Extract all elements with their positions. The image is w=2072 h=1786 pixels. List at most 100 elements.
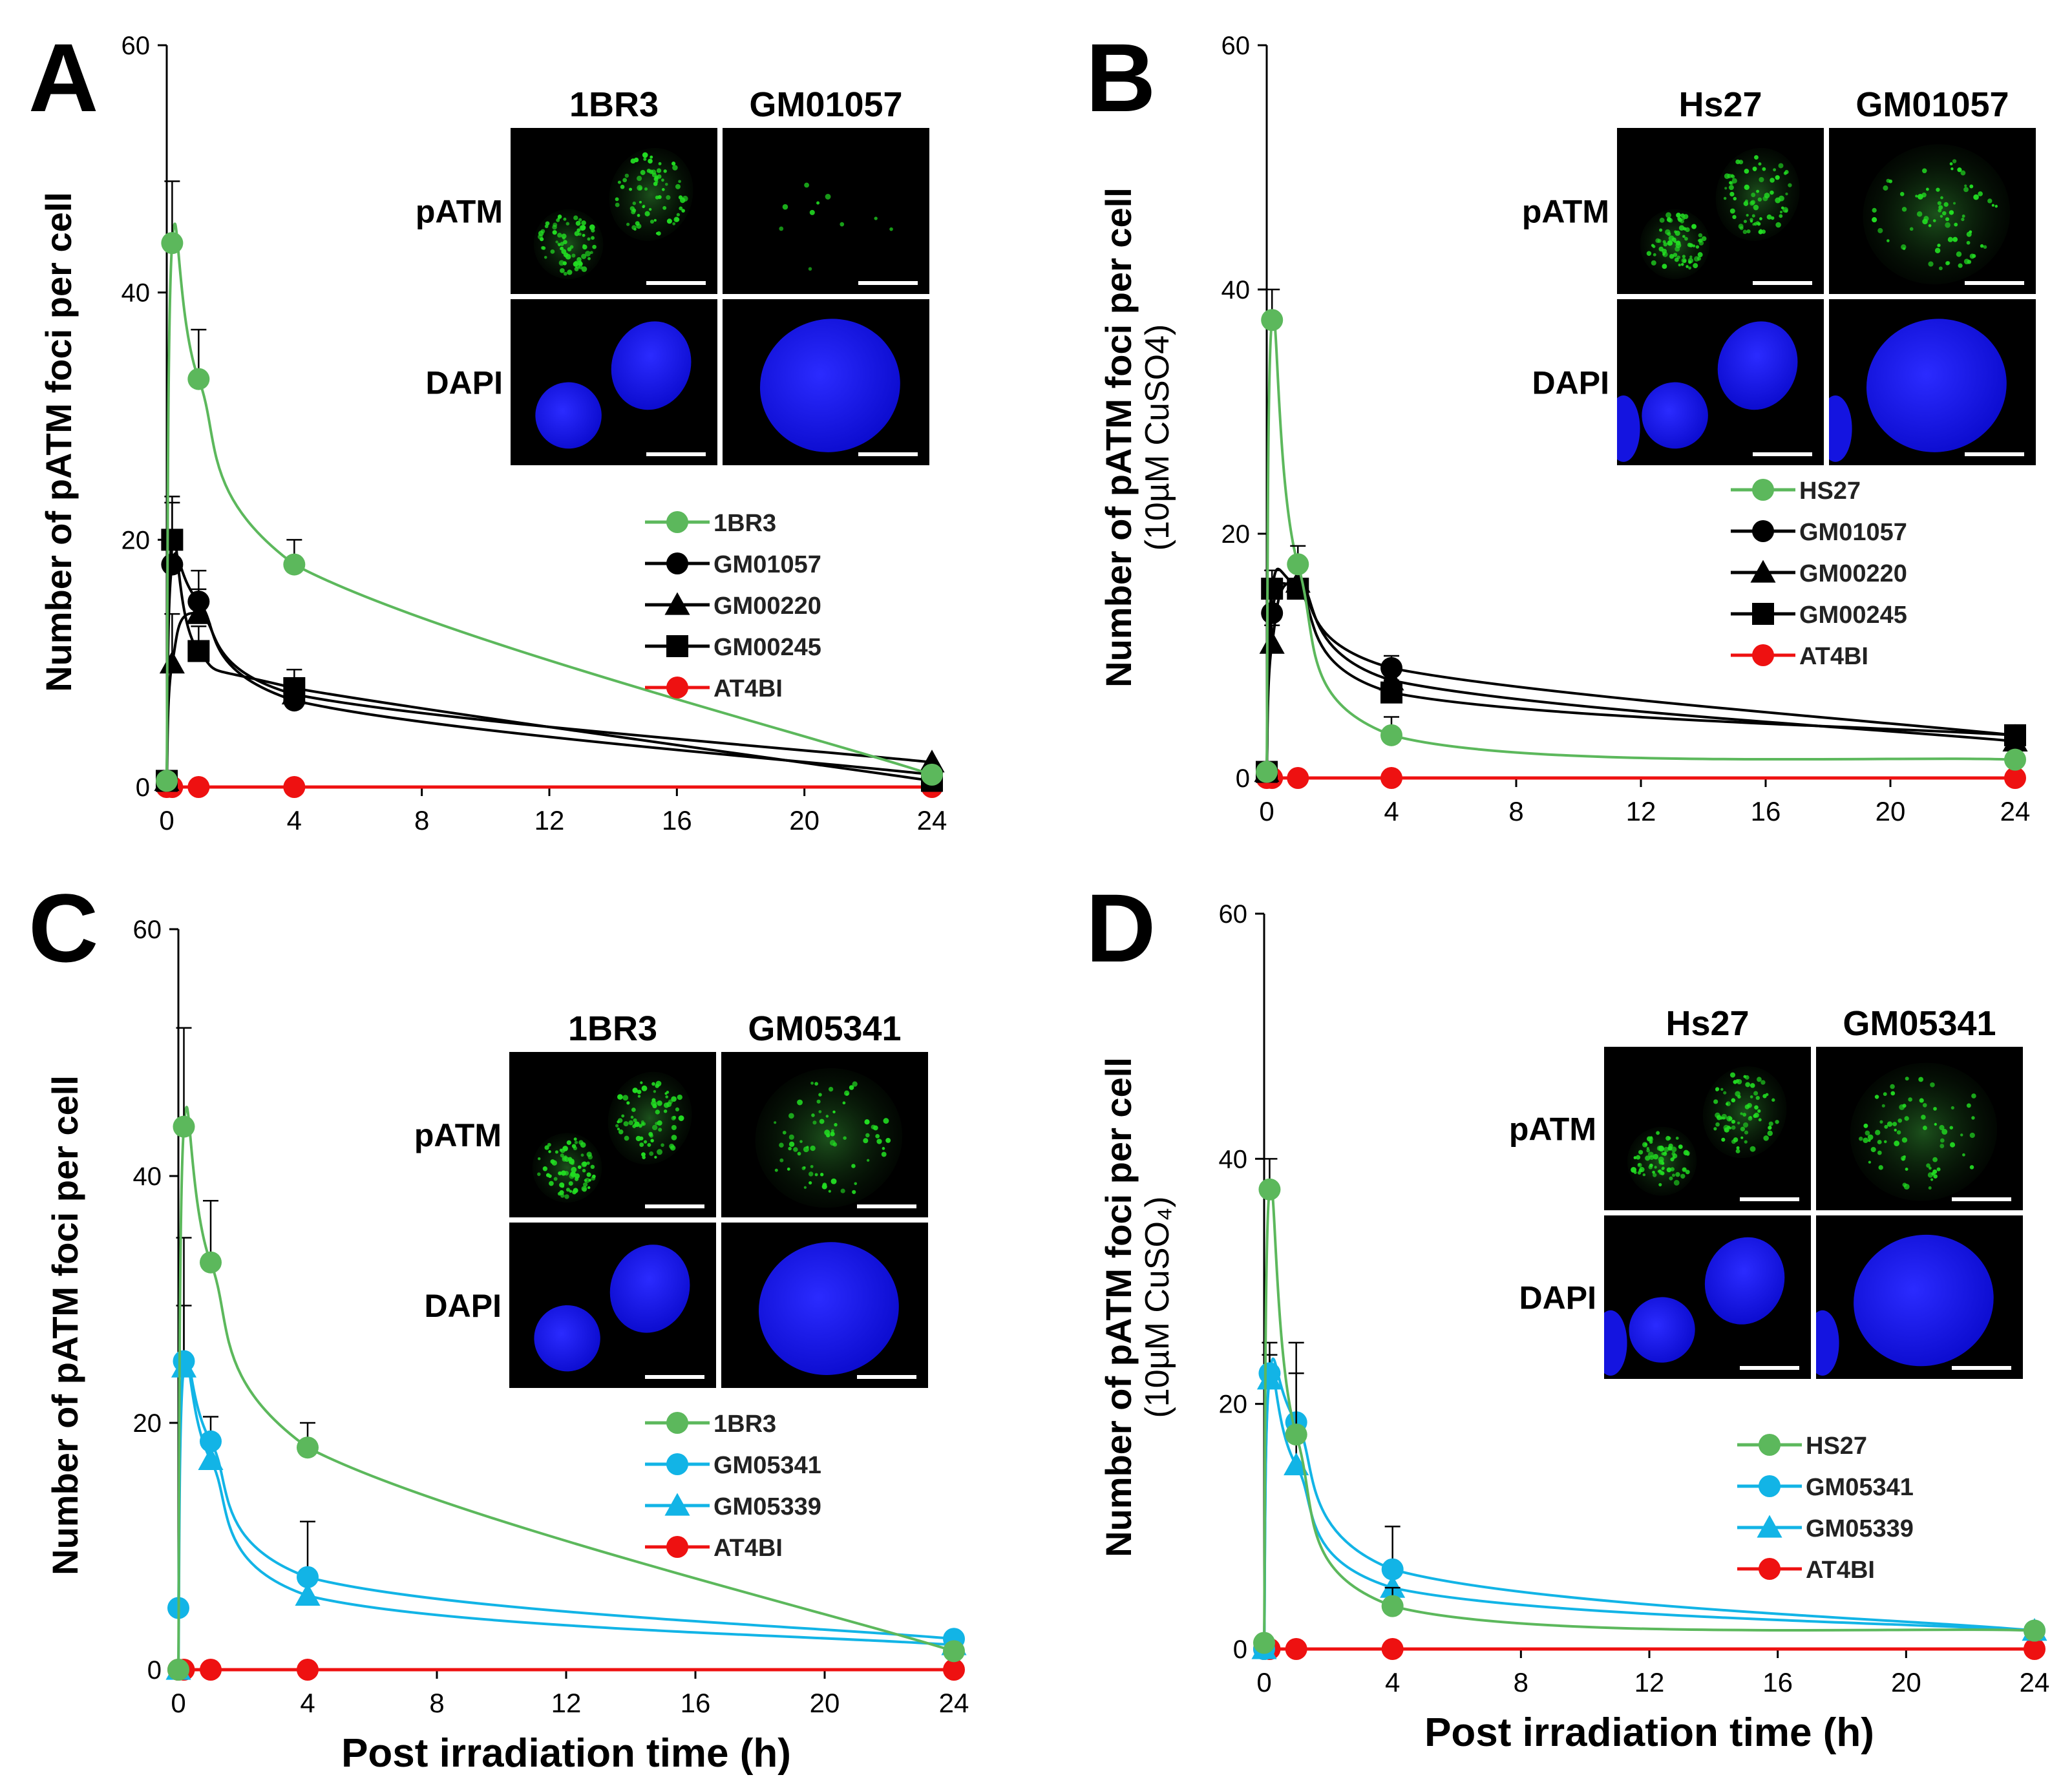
legend-marker: [666, 1453, 688, 1475]
focus-dot: [1894, 1128, 1897, 1132]
focus-dot: [582, 244, 587, 250]
focus-dot: [580, 1153, 584, 1157]
inset-row-label-1: DAPI: [1519, 1280, 1596, 1316]
focus-dot: [637, 176, 642, 182]
focus-dot: [561, 233, 567, 239]
focus-dot: [1987, 198, 1993, 204]
series-GM00220: [154, 588, 945, 792]
y-tick-label-1: 20: [122, 526, 151, 554]
legend-marker: [1759, 1475, 1781, 1497]
focus-dot: [842, 1101, 846, 1105]
focus-dot: [584, 1177, 590, 1183]
focus-dot: [637, 1095, 641, 1098]
focus-dot: [830, 1131, 835, 1137]
data-point: [187, 591, 210, 613]
focus-dot: [557, 233, 562, 238]
focus-dot: [671, 162, 676, 166]
x-tick-label-4: 16: [1751, 796, 1781, 826]
focus-dot: [649, 169, 653, 174]
focus-dot: [1785, 193, 1788, 196]
focus-dot: [635, 1135, 642, 1142]
series-GM00220: [1254, 563, 2028, 783]
focus-dot: [630, 158, 636, 164]
focus-dot: [1969, 253, 1975, 259]
focus-dot: [563, 240, 567, 244]
focus-dot: [1653, 1153, 1659, 1160]
x-tick-label-2: 8: [1508, 796, 1523, 826]
focus-dot: [825, 193, 831, 200]
focus-dot: [1950, 1142, 1956, 1148]
focus-dot: [1676, 255, 1680, 260]
focus-dot: [589, 251, 593, 255]
focus-dot: [1715, 1112, 1720, 1119]
focus-dot: [1642, 1142, 1648, 1148]
focus-dot: [1638, 1168, 1643, 1173]
focus-dot: [1775, 175, 1780, 180]
legend-marker: [1752, 479, 1774, 501]
focus-dot: [583, 1182, 588, 1187]
focus-dot: [573, 215, 578, 220]
focus-dot: [540, 237, 544, 242]
focus-dot: [1729, 181, 1733, 185]
focus-dot: [787, 1167, 790, 1171]
data-point: [187, 776, 210, 798]
focus-dot: [657, 174, 662, 179]
focus-dot: [1675, 242, 1682, 248]
focus-dot: [1784, 170, 1789, 174]
focus-dot: [1905, 1167, 1908, 1171]
focus-dot: [1658, 1169, 1662, 1173]
focus-dot: [651, 1124, 658, 1131]
inset-row-label-0: pATM: [1522, 194, 1609, 230]
focus-dot: [1757, 197, 1762, 202]
series-GM01057: [1256, 569, 2026, 783]
focus-dot: [1675, 1171, 1680, 1177]
focus-dot: [1753, 1112, 1759, 1118]
scale-bar: [1753, 281, 1812, 285]
focus-dot: [626, 1101, 630, 1105]
focus-dot: [1680, 263, 1684, 266]
focus-dot: [1768, 1126, 1772, 1130]
panel-B: B 0 20 40 60 0 4 8 12 16 20 24 Number of pATM foci p…: [1086, 23, 2036, 826]
focus-dot: [679, 197, 686, 204]
data-point: [1261, 309, 1284, 331]
data-point: [2024, 1619, 2046, 1642]
cell-glow-0: [533, 209, 604, 279]
focus-dot: [1682, 235, 1686, 238]
legend-label-2: GM00220: [1799, 560, 1907, 587]
focus-dot: [1662, 264, 1667, 269]
focus-dot: [640, 170, 646, 175]
series-layer: [1251, 1158, 2047, 1660]
focus-dot: [543, 1166, 546, 1170]
focus-dot: [1751, 193, 1756, 198]
legend-marker: [666, 677, 688, 699]
nucleus-1: [1717, 321, 1798, 410]
series-layer: [1254, 288, 2028, 789]
focus-dot: [578, 264, 583, 269]
focus-dot: [1928, 1186, 1932, 1190]
series-1BR3: [167, 1027, 965, 1681]
focus-dot: [1956, 251, 1962, 257]
cell-glow-1: [609, 147, 693, 241]
focus-dot: [1651, 260, 1656, 266]
focus-dot: [586, 1161, 590, 1165]
focus-dot: [1877, 1150, 1882, 1155]
focus-dot: [1740, 1112, 1743, 1115]
focus-dot: [1978, 191, 1983, 196]
focus-dot: [1667, 240, 1673, 246]
focus-dot: [1762, 167, 1766, 171]
focus-dot: [1739, 226, 1744, 231]
focus-dot: [1726, 1115, 1733, 1122]
data-point: [1380, 767, 1402, 789]
legend-label-3: GM00245: [1799, 602, 1907, 629]
x-tick-label-0: 0: [159, 805, 174, 835]
focus-dot: [1637, 1162, 1642, 1168]
focus-dot: [809, 209, 815, 215]
focus-dot: [1675, 1137, 1679, 1140]
focus-dot: [1887, 239, 1890, 242]
focus-dot: [1952, 159, 1957, 163]
focus-dot: [1750, 1095, 1753, 1098]
focus-dot: [1957, 167, 1962, 173]
focus-dot: [571, 1166, 577, 1173]
focus-dot: [618, 1129, 624, 1135]
focus-dot: [1646, 1148, 1651, 1153]
